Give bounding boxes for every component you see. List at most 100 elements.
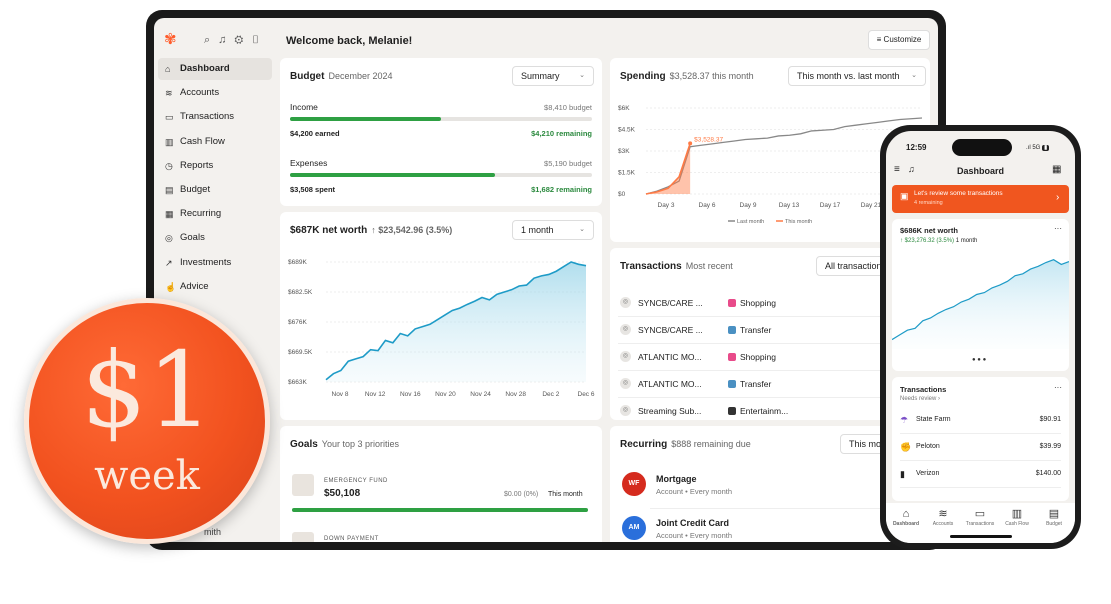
- phone-signal: 5G: [1032, 145, 1041, 151]
- sidebar-item-transactions[interactable]: ▭ Transactions: [158, 106, 272, 128]
- card-icon: ▭: [165, 112, 174, 123]
- phone-status: .ıl 5G ▮: [1026, 144, 1050, 151]
- customize-button[interactable]: ≡ Customize: [868, 30, 930, 50]
- income-budget: $8,410 budget: [544, 103, 592, 112]
- goal-period: This month: [548, 491, 583, 498]
- search-icon[interactable]: ⌕: [204, 34, 219, 46]
- sidebar-item-dashboard[interactable]: ⌂ Dashboard: [158, 58, 272, 80]
- tab-budget[interactable]: ▤ Budget: [1036, 507, 1072, 527]
- layers-icon: ≋: [938, 508, 948, 520]
- budget-period: December 2024: [328, 71, 393, 81]
- sidebar-item-goals[interactable]: ◎ Goals: [158, 227, 272, 249]
- app-screen: ✾ ⌕♫⚙▯ ⌂ Dashboard ≋ Accounts ▭ Transactions ▥…: [154, 18, 938, 542]
- category-label: Transfer: [740, 325, 772, 335]
- recurring-detail: Account • Every month: [656, 531, 732, 540]
- goals-card: Goals Your top 3 priorities EMERGENCY FUN…: [280, 426, 602, 542]
- table-row[interactable]: ◎ ATLANTIC MO... Shopping: [618, 344, 918, 371]
- phone-title: Dashboard: [956, 166, 1004, 176]
- sidebar-item-cash-flow[interactable]: ▥ Cash Flow: [158, 131, 272, 153]
- networth-range-select[interactable]: 1 month ⌄: [512, 220, 594, 240]
- sticker-unit: week: [94, 453, 200, 499]
- menu-icon[interactable]: ≡: [894, 164, 900, 175]
- phone-networth-card: $686K net worth ··· ↑ $23,276.32 (3.5%) …: [892, 219, 1069, 371]
- expenses-label: Expenses: [290, 158, 328, 168]
- tab-label: Cash Flow: [1005, 521, 1029, 527]
- phone-transactions-sub[interactable]: Needs review ›: [900, 396, 941, 402]
- phone-networth-range: 1 month: [955, 238, 978, 244]
- bell-icon[interactable]: ♫: [908, 164, 915, 174]
- divider: [900, 433, 1061, 434]
- phone-transaction-name: State Farm: [916, 416, 951, 423]
- recurring-title: Recurring: [620, 439, 668, 450]
- x-tick-label: Dec 6: [578, 391, 595, 398]
- review-banner[interactable]: ▣ Let's review some transactions 4 remai…: [892, 185, 1069, 213]
- more-icon[interactable]: ···: [1054, 383, 1062, 392]
- grid-icon[interactable]: ▦: [1052, 164, 1062, 175]
- y-tick-label: $1.5K: [618, 170, 636, 177]
- bank-logo: AM: [622, 516, 646, 540]
- table-row[interactable]: ◎ SYNCB/CARE ... Shopping: [618, 290, 918, 317]
- more-icon[interactable]: ···: [1054, 224, 1062, 233]
- calendar-icon: ▦: [165, 209, 174, 220]
- sidebar-item-reports[interactable]: ◷ Reports: [158, 155, 272, 177]
- transaction-name: Streaming Sub...: [638, 406, 702, 416]
- table-row[interactable]: ◎ Streaming Sub... Entertainm...: [618, 398, 888, 424]
- x-tick-label: Nov 28: [505, 391, 526, 398]
- sidebar-item-label: Reports: [180, 159, 214, 171]
- bell-icon[interactable]: ♫: [218, 34, 235, 46]
- table-row[interactable]: ◎ SYNCB/CARE ... Transfer: [618, 317, 918, 344]
- bar-chart-icon: ▥: [165, 136, 174, 147]
- budget-view-select[interactable]: Summary ⌄: [512, 66, 594, 86]
- sidebar-item-recurring[interactable]: ▦ Recurring: [158, 203, 272, 225]
- sidebar-item-label: Accounts: [180, 87, 220, 99]
- phone-networth-chart: [892, 259, 1069, 349]
- y-tick-label: $0: [618, 191, 626, 198]
- networth-line: [325, 261, 587, 381]
- category-icon: [728, 353, 736, 361]
- signal-icon: .ıl: [1026, 145, 1031, 151]
- goal-thumbnail: [292, 532, 314, 542]
- category-icon: [728, 299, 736, 307]
- phone-networth-title: $686K net worth: [900, 226, 958, 235]
- tab-label: Transactions: [965, 521, 995, 527]
- sidebar-item-accounts[interactable]: ≋ Accounts: [158, 82, 272, 104]
- transaction-category: Transfer: [728, 379, 771, 389]
- clock-icon: ◷: [165, 160, 173, 171]
- income-bar-fill: [290, 117, 441, 121]
- transaction-name: ATLANTIC MO...: [638, 379, 702, 389]
- income-label: Income: [290, 102, 318, 112]
- sidebar-item-label: Cash Flow: [180, 135, 225, 147]
- x-tick-label: Nov 20: [435, 391, 456, 398]
- home-icon: ⌂: [902, 508, 910, 520]
- y-tick-label: $6K: [618, 105, 630, 112]
- expenses-budget: $5,190 budget: [544, 159, 592, 168]
- phone-networth-area: [892, 259, 1069, 349]
- networth-title: $687K net worth: [290, 225, 368, 236]
- tab-label: Budget: [1046, 521, 1062, 527]
- spending-card: Spending $3,528.37 this month This month …: [610, 58, 930, 242]
- thumbs-up-icon: ☝: [165, 281, 177, 292]
- panel-icon[interactable]: ▯: [251, 34, 268, 46]
- merchant-icon: ◎: [620, 351, 631, 362]
- gear-icon[interactable]: ⚙: [234, 34, 252, 46]
- chevron-right-icon: ›: [1056, 192, 1060, 203]
- table-row[interactable]: ◎ ATLANTIC MO... Transfer: [618, 371, 918, 398]
- divider: [618, 316, 918, 317]
- recurring-name: Mortgage: [656, 474, 697, 484]
- recurring-detail: Account • Every month: [656, 487, 732, 496]
- y-tick-label: $663K: [288, 379, 307, 386]
- account-name[interactable]: mith: [204, 527, 222, 537]
- sidebar-item-investments[interactable]: ↗ Investments: [158, 252, 272, 274]
- chevron-down-icon: ⌄: [579, 72, 585, 79]
- tab-transactions[interactable]: ▭ Transactions: [962, 507, 998, 527]
- tab-accounts[interactable]: ≋ Accounts: [925, 507, 961, 527]
- spending-compare-value: This month vs. last month: [797, 71, 900, 81]
- this-month-area: [646, 143, 691, 194]
- sidebar-item-budget[interactable]: ▤ Budget: [158, 179, 272, 201]
- income-remaining: $4,210 remaining: [531, 129, 592, 138]
- sidebar-item-advice[interactable]: ☝ Advice: [158, 276, 272, 298]
- tab-cash-flow[interactable]: ▥ Cash Flow: [999, 507, 1035, 527]
- spending-compare-select[interactable]: This month vs. last month ⌄: [788, 66, 926, 86]
- phone-time: 12:59: [906, 143, 927, 152]
- tab-dashboard[interactable]: ⌂ Dashboard: [888, 507, 924, 527]
